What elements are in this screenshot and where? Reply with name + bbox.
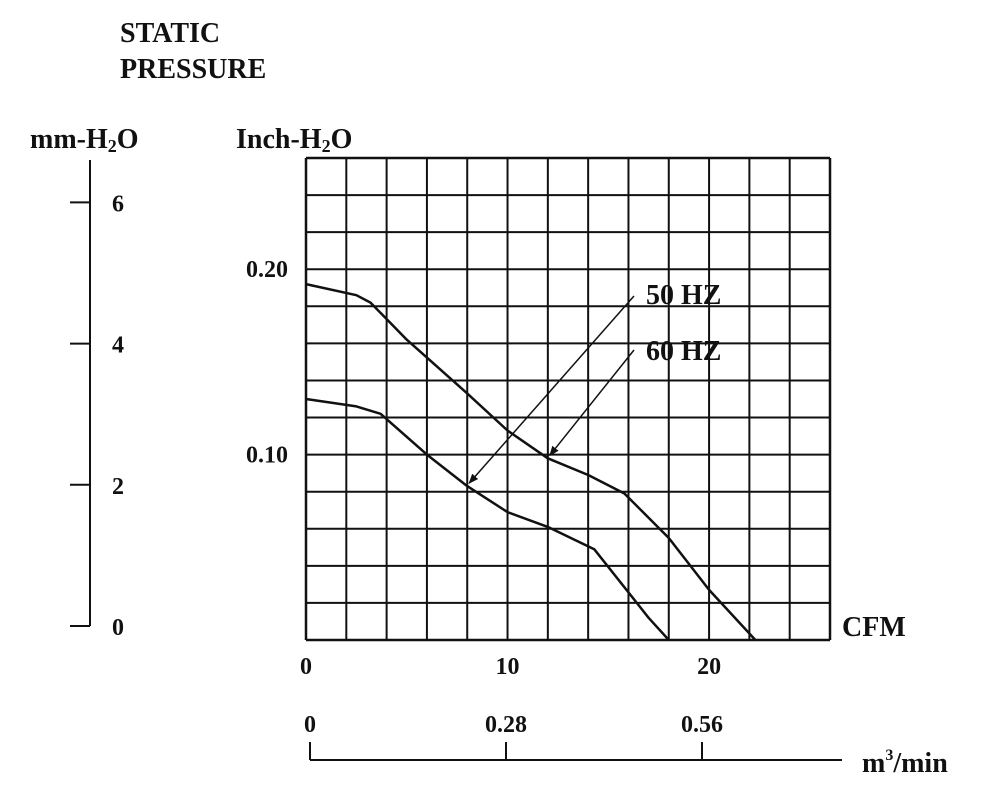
secondary-x-tick-label: 0.28 <box>485 712 527 738</box>
secondary-y-tick-label: 6 <box>112 191 124 217</box>
annotation-arrow-60-hz <box>549 349 635 457</box>
secondary-x-axis: 0 0.28 0.56 <box>304 712 842 761</box>
annotation-label-50-hz: 50 HZ <box>646 280 721 311</box>
secondary-y-tick-label: 2 <box>112 474 124 500</box>
y-tick-label: 0.10 <box>246 443 288 469</box>
bottom-axis-label: m3/min <box>862 747 948 779</box>
annotation-label-60-hz: 60 HZ <box>646 336 721 367</box>
x-tick-label: 20 <box>697 654 721 680</box>
left-axis-label: mm-H2O <box>30 124 139 156</box>
secondary-x-tick-label: 0 <box>304 712 316 738</box>
secondary-y-tick-label: 0 <box>112 615 124 641</box>
plot-grid <box>304 156 832 642</box>
annotation-arrow-50-hz <box>468 295 635 484</box>
series-annotations: 50 HZ 60 HZ <box>468 280 721 484</box>
secondary-x-tick-label: 0.56 <box>681 712 723 738</box>
plot-y-axis-label: Inch-H2O <box>236 124 352 156</box>
x-axis-label-cfm: CFM <box>842 612 906 643</box>
series-line-50-hz <box>305 397 670 641</box>
axis-ticks: 0.10 0.20 0 10 20 <box>246 257 721 680</box>
secondary-y-axis: 0 2 4 6 <box>70 160 124 641</box>
chart-title-line1: STATIC <box>120 18 220 49</box>
x-tick-label: 0 <box>300 654 312 680</box>
data-series <box>305 282 757 641</box>
y-tick-label: 0.20 <box>246 257 288 283</box>
chart-title-line2: PRESSURE <box>120 54 266 85</box>
secondary-y-tick-label: 4 <box>112 333 124 359</box>
x-tick-label: 10 <box>496 654 520 680</box>
series-line-60-hz <box>305 282 757 641</box>
